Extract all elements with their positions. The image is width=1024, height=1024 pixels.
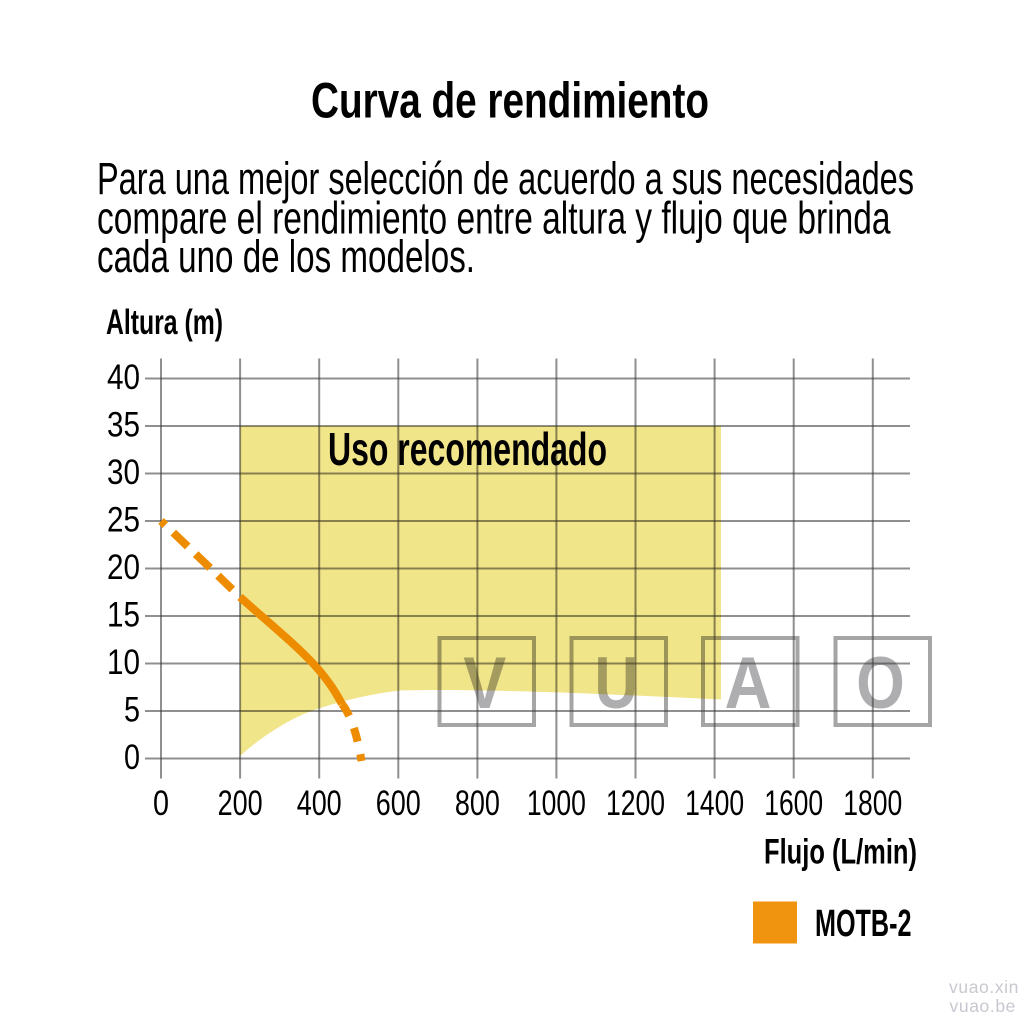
svg-text:10: 10: [107, 643, 140, 682]
svg-text:vuao.be: vuao.be: [950, 996, 1016, 1016]
svg-text:200: 200: [218, 784, 263, 823]
svg-text:0: 0: [124, 738, 140, 777]
svg-text:25: 25: [107, 501, 140, 540]
svg-text:20: 20: [107, 548, 140, 587]
svg-text:MOTB-2: MOTB-2: [815, 903, 912, 945]
svg-text:Flujo (L/min): Flujo (L/min): [764, 833, 917, 872]
svg-text:1200: 1200: [606, 784, 665, 823]
svg-text:Curva de rendimiento: Curva de rendimiento: [311, 73, 709, 129]
svg-text:35: 35: [107, 406, 140, 445]
svg-text:1800: 1800: [843, 784, 902, 823]
svg-text:cada uno de los modelos.: cada uno de los modelos.: [97, 231, 475, 282]
svg-text:40: 40: [107, 358, 140, 397]
svg-text:600: 600: [376, 784, 421, 823]
svg-text:800: 800: [455, 784, 500, 823]
svg-text:400: 400: [297, 784, 342, 823]
svg-text:Para una mejor selección de ac: Para una mejor selección de acuerdo a su…: [97, 153, 914, 204]
svg-text:1600: 1600: [764, 784, 823, 823]
svg-text:5: 5: [124, 691, 140, 730]
svg-text:0: 0: [153, 784, 169, 823]
svg-text:30: 30: [107, 453, 140, 492]
svg-text:1400: 1400: [685, 784, 744, 823]
svg-text:Altura (m): Altura (m): [106, 303, 223, 342]
svg-text:15: 15: [107, 596, 140, 635]
svg-text:Uso recomendado: Uso recomendado: [328, 423, 607, 475]
svg-text:compare el rendimiento entre a: compare el rendimiento entre altura y fl…: [97, 193, 891, 244]
svg-text:vuao.xin: vuao.xin: [949, 977, 1019, 997]
svg-text:1000: 1000: [527, 784, 586, 823]
